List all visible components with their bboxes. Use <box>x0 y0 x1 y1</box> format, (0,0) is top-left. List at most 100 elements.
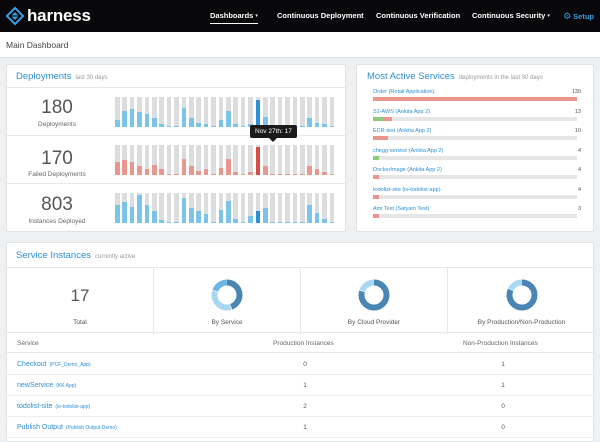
bar-slot[interactable] <box>293 193 298 223</box>
bar-slot[interactable] <box>204 145 209 175</box>
instances-deployed-bar-chart[interactable] <box>115 184 339 232</box>
bar-slot[interactable] <box>300 193 305 223</box>
by-service-donut[interactable] <box>210 278 244 312</box>
service-link[interactable]: Checkout (PCF_Demo_App) <box>17 361 91 368</box>
nav-continuous-deployment[interactable]: Continuous Deployment <box>277 0 364 32</box>
bar-slot[interactable] <box>152 193 157 223</box>
nav-dashboards[interactable]: Dashboards ▾ <box>210 0 258 32</box>
bar-slot[interactable] <box>152 145 157 175</box>
bar-slot[interactable] <box>115 145 120 175</box>
bar-slot[interactable] <box>233 145 238 175</box>
bar-slot[interactable] <box>315 97 320 127</box>
service-link[interactable]: Publish Output (Publish Output Demo) <box>17 424 117 431</box>
bar-slot[interactable] <box>248 145 253 175</box>
bar-slot[interactable] <box>182 97 187 127</box>
bar-slot[interactable] <box>174 145 179 175</box>
service-link[interactable]: Order (Retail Application) <box>373 89 434 95</box>
by-production-donut[interactable] <box>505 278 539 312</box>
bar-slot[interactable] <box>307 145 312 175</box>
bar-slot[interactable] <box>122 193 127 223</box>
setup-button[interactable]: ⚙ Setup <box>563 0 594 32</box>
bar-slot[interactable] <box>174 97 179 127</box>
bar-slot[interactable] <box>330 145 335 175</box>
bar-slot[interactable] <box>330 193 335 223</box>
bar-slot[interactable] <box>315 193 320 223</box>
bar-slot[interactable] <box>270 193 275 223</box>
bar-slot[interactable] <box>322 97 327 127</box>
bar-slot[interactable] <box>293 97 298 127</box>
bar-slot[interactable] <box>285 97 290 127</box>
service-link[interactable]: todolist-site (io-todolist-app) <box>373 187 441 193</box>
by-production-cell[interactable]: By Production/Non-Production <box>448 268 595 334</box>
bar-slot[interactable] <box>256 145 261 175</box>
bar-slot[interactable] <box>315 145 320 175</box>
bar-slot[interactable] <box>278 97 283 127</box>
bar-slot[interactable] <box>322 193 327 223</box>
bar-slot[interactable] <box>307 193 312 223</box>
bar-slot[interactable] <box>204 193 209 223</box>
bar-slot[interactable] <box>285 193 290 223</box>
bar-slot[interactable] <box>307 97 312 127</box>
bar-slot[interactable] <box>270 145 275 175</box>
bar-slot[interactable] <box>130 145 135 175</box>
bar-slot[interactable] <box>248 97 253 127</box>
bar-slot[interactable] <box>137 97 142 127</box>
bar-slot[interactable] <box>167 145 172 175</box>
by-cloud-provider-donut[interactable] <box>357 278 391 312</box>
bar-slot[interactable] <box>226 145 231 175</box>
bar-slot[interactable] <box>159 145 164 175</box>
bar-slot[interactable] <box>211 193 216 223</box>
service-link[interactable]: ECR-test (Ankita App 2) <box>373 128 431 134</box>
bar-slot[interactable] <box>285 145 290 175</box>
bar-slot[interactable] <box>159 97 164 127</box>
bar-slot[interactable] <box>115 97 120 127</box>
bar-slot[interactable] <box>233 97 238 127</box>
bar-slot[interactable] <box>115 193 120 223</box>
bar-slot[interactable] <box>233 193 238 223</box>
bar-slot[interactable] <box>145 145 150 175</box>
bar-slot[interactable] <box>270 97 275 127</box>
bar-slot[interactable] <box>174 193 179 223</box>
bar-slot[interactable] <box>219 193 224 223</box>
bar-slot[interactable] <box>167 97 172 127</box>
service-link[interactable]: newService (KK App) <box>17 382 76 389</box>
bar-slot[interactable] <box>278 145 283 175</box>
bar-slot[interactable] <box>196 97 201 127</box>
bar-slot[interactable] <box>182 145 187 175</box>
nav-continuous-security[interactable]: Continuous Security ▾ <box>472 0 550 32</box>
bar-slot[interactable] <box>293 145 298 175</box>
deployments-bar-chart[interactable] <box>115 88 339 136</box>
bar-slot[interactable] <box>263 193 268 223</box>
bar-slot[interactable] <box>137 145 142 175</box>
bar-slot[interactable] <box>137 193 142 223</box>
bar-slot[interactable] <box>330 97 335 127</box>
bar-slot[interactable] <box>196 145 201 175</box>
bar-slot[interactable] <box>167 193 172 223</box>
bar-slot[interactable] <box>300 97 305 127</box>
bar-slot[interactable] <box>248 193 253 223</box>
bar-slot[interactable] <box>278 193 283 223</box>
bar-slot[interactable] <box>182 193 187 223</box>
service-link[interactable]: DockerImage (Ankita App 2) <box>373 167 442 173</box>
by-service-cell[interactable]: By Service <box>154 268 301 334</box>
bar-slot[interactable] <box>241 193 246 223</box>
bar-slot[interactable] <box>211 145 216 175</box>
bar-slot[interactable] <box>122 97 127 127</box>
nav-continuous-verification[interactable]: Continuous Verification <box>376 0 460 32</box>
bar-slot[interactable] <box>263 97 268 127</box>
bar-slot[interactable] <box>241 145 246 175</box>
bar-slot[interactable] <box>130 97 135 127</box>
bar-slot[interactable] <box>130 193 135 223</box>
bar-slot[interactable] <box>189 193 194 223</box>
bar-slot[interactable] <box>204 97 209 127</box>
harness-logo[interactable]: harness <box>6 6 91 26</box>
service-link[interactable]: todolist-site (io-todolist-app) <box>17 403 90 410</box>
bar-slot[interactable] <box>256 193 261 223</box>
bar-slot[interactable] <box>145 193 150 223</box>
bar-slot[interactable] <box>226 193 231 223</box>
bar-slot[interactable] <box>152 97 157 127</box>
bar-slot[interactable] <box>219 145 224 175</box>
bar-slot[interactable] <box>189 97 194 127</box>
bar-slot[interactable] <box>211 97 216 127</box>
bar-slot[interactable] <box>189 145 194 175</box>
